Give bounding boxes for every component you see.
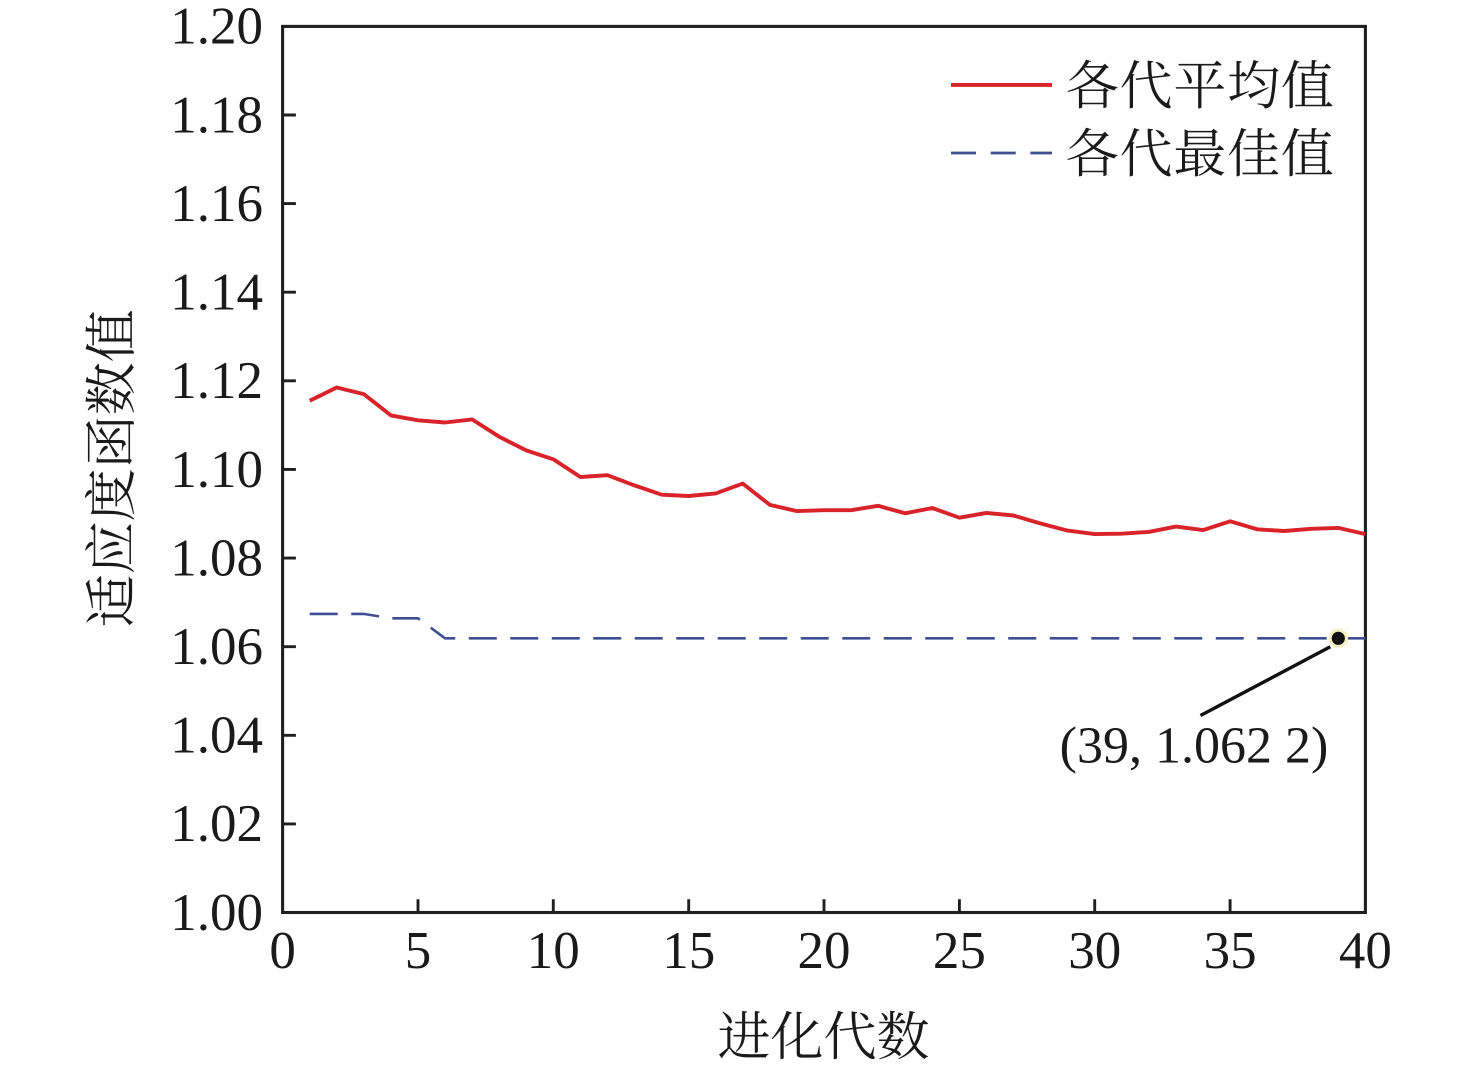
svg-text:1.20: 1.20	[170, 0, 263, 56]
svg-text:30: 30	[1068, 922, 1121, 980]
svg-text:1.14: 1.14	[170, 264, 263, 322]
svg-text:1.16: 1.16	[170, 175, 263, 233]
svg-text:1.06: 1.06	[170, 618, 263, 676]
svg-text:35: 35	[1204, 922, 1257, 980]
svg-text:0: 0	[269, 922, 296, 980]
svg-text:(39, 1.062 2): (39, 1.062 2)	[1060, 718, 1329, 775]
svg-text:25: 25	[933, 922, 986, 980]
svg-text:1.04: 1.04	[170, 707, 263, 765]
svg-text:1.12: 1.12	[170, 352, 263, 410]
svg-text:1.02: 1.02	[170, 795, 263, 853]
svg-text:5: 5	[405, 922, 432, 980]
svg-text:1.18: 1.18	[170, 86, 263, 144]
svg-text:1.08: 1.08	[170, 529, 263, 587]
svg-text:1.10: 1.10	[170, 441, 263, 499]
svg-text:20: 20	[798, 922, 851, 980]
svg-text:15: 15	[662, 922, 715, 980]
svg-text:10: 10	[527, 922, 580, 980]
svg-text:1.00: 1.00	[170, 884, 263, 942]
svg-text:40: 40	[1339, 922, 1392, 980]
